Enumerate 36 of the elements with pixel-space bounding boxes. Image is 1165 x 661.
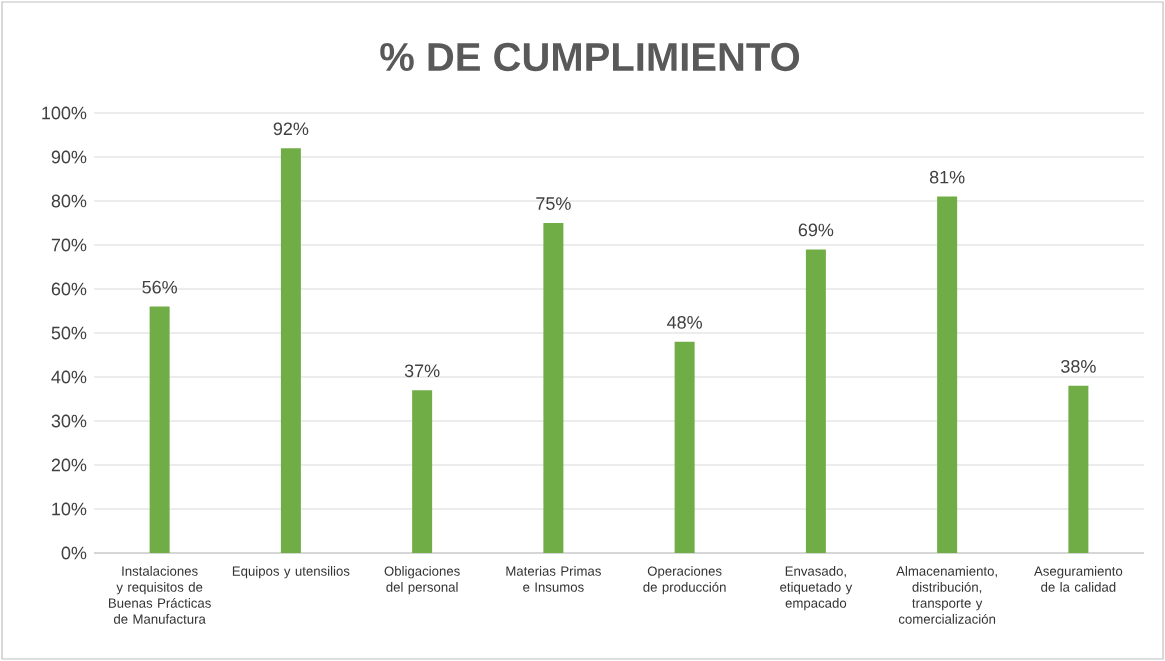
y-tick-label: 20% [51, 458, 87, 472]
data-label: 81% [929, 170, 965, 184]
data-label: 75% [536, 197, 571, 210]
data-label: 69% [798, 223, 834, 237]
x-tick-label: Materias Primas e Insumos [506, 566, 601, 592]
x-tick-label: Equipos y utensilios [232, 566, 350, 579]
bar [149, 306, 170, 553]
bar [543, 223, 564, 553]
data-label: 38% [1061, 359, 1096, 373]
x-tick-label: Operaciones de producción [643, 566, 726, 595]
bar [1068, 385, 1089, 553]
bar [412, 390, 433, 553]
data-label: 56% [142, 280, 178, 294]
y-tick-label: 60% [51, 282, 87, 296]
x-tick-label: Envasado, etiquetado y empacado [780, 566, 853, 611]
y-tick-label: 30% [51, 414, 87, 428]
bar [674, 341, 695, 553]
bar [805, 249, 826, 553]
data-label: 37% [404, 364, 440, 378]
chart-title: % DE CUMPLIMIENTO [380, 42, 800, 72]
x-tick-label: Almacenamiento, distribución, transporte y comercialización [896, 566, 997, 624]
y-tick-label: 0% [61, 546, 87, 560]
x-tick-label: Aseguramiento de la calidad [1034, 566, 1123, 592]
y-tick-label: 10% [52, 502, 87, 516]
x-tick-label: Obligaciones del personal [384, 566, 460, 595]
x-tick-label: Instalaciones y requisitos de Buenas Prácticas de Manufactura [109, 566, 211, 624]
y-tick-label: 50% [51, 326, 87, 340]
y-tick-label: 40% [51, 370, 87, 384]
y-tick-label: 100% [42, 106, 87, 120]
y-tick-label: 80% [51, 194, 87, 208]
y-tick-label: 90% [51, 150, 87, 164]
bar [937, 196, 958, 553]
data-label: 92% [273, 122, 309, 136]
data-label: 48% [667, 315, 703, 329]
bar [280, 148, 301, 553]
y-tick-label: 70% [51, 238, 87, 252]
